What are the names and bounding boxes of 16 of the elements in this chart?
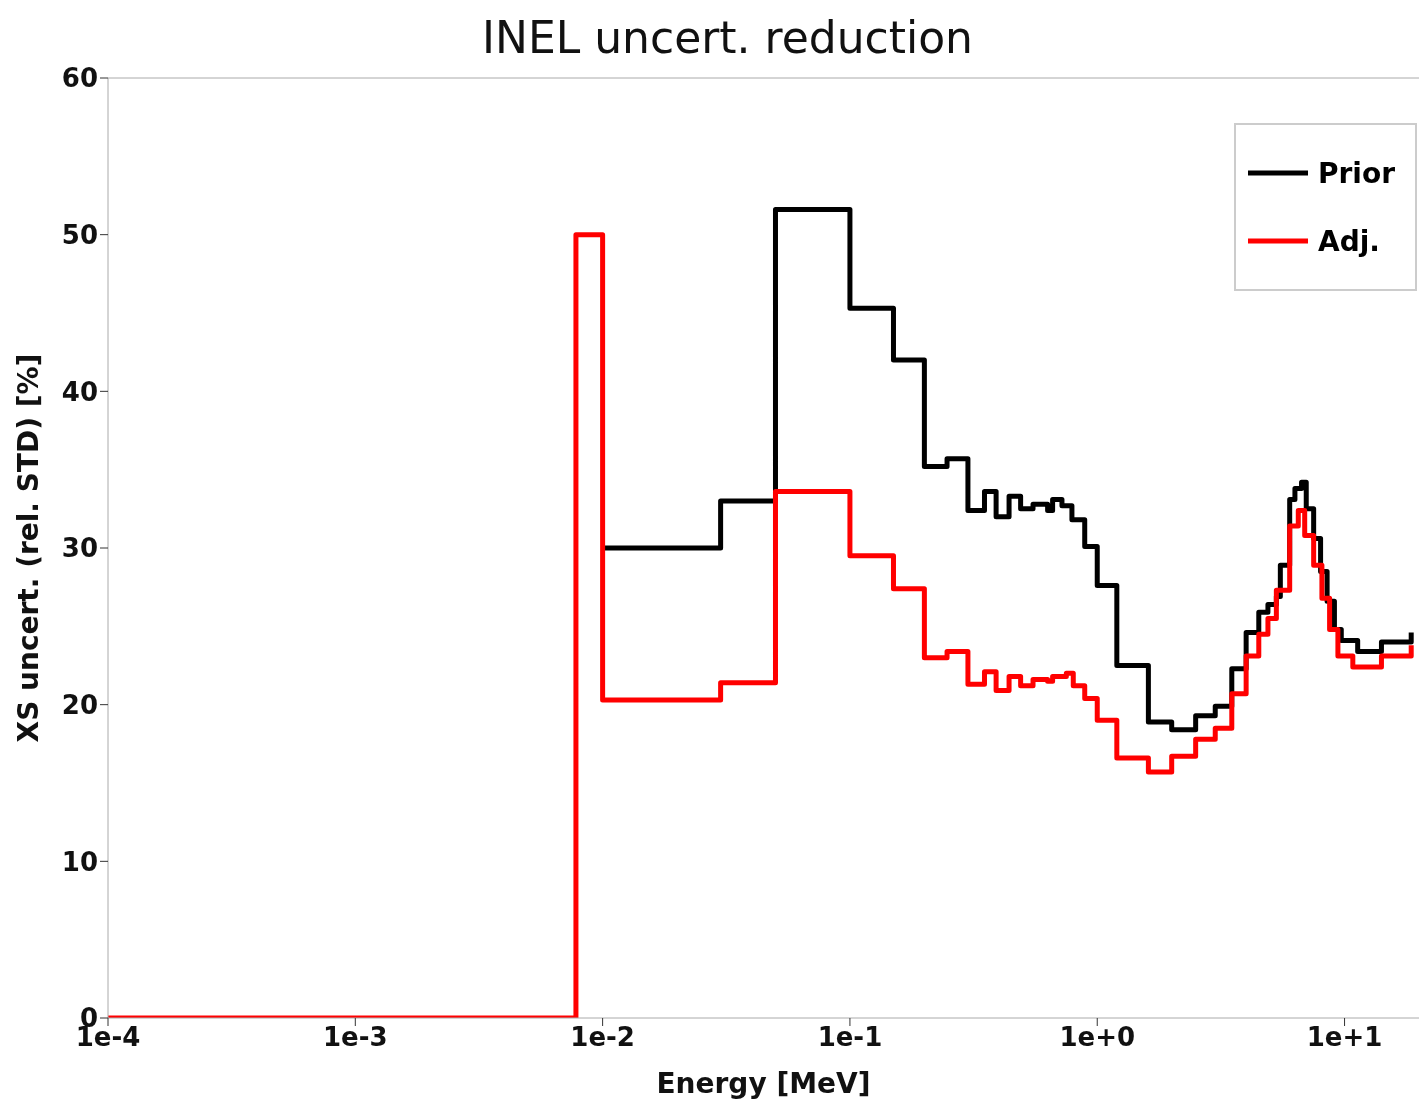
y-tick-label: 20 [61, 689, 98, 720]
x-tick-label: 1e-3 [323, 1022, 388, 1053]
x-tick-label: 1e-1 [817, 1022, 883, 1053]
y-tick-label: 40 [61, 376, 98, 407]
y-tick-label: 60 [61, 63, 98, 94]
y-axis-title: XS uncert. (rel. STD) [%] [11, 353, 45, 743]
x-axis-title: Energy [MeV] [656, 1067, 871, 1100]
legend-label: Adj. [1318, 224, 1380, 258]
chart-title: INEL uncert. reduction [481, 12, 974, 63]
x-tick-label: 1e-2 [570, 1022, 635, 1053]
y-tick-label: 30 [61, 533, 98, 564]
y-tick-label: 50 [61, 219, 98, 250]
x-tick-label: 1e+0 [1059, 1022, 1136, 1053]
legend-label: Prior [1318, 156, 1395, 190]
x-tick-label: 1e+1 [1306, 1022, 1383, 1053]
y-tick-label: 10 [61, 846, 98, 877]
